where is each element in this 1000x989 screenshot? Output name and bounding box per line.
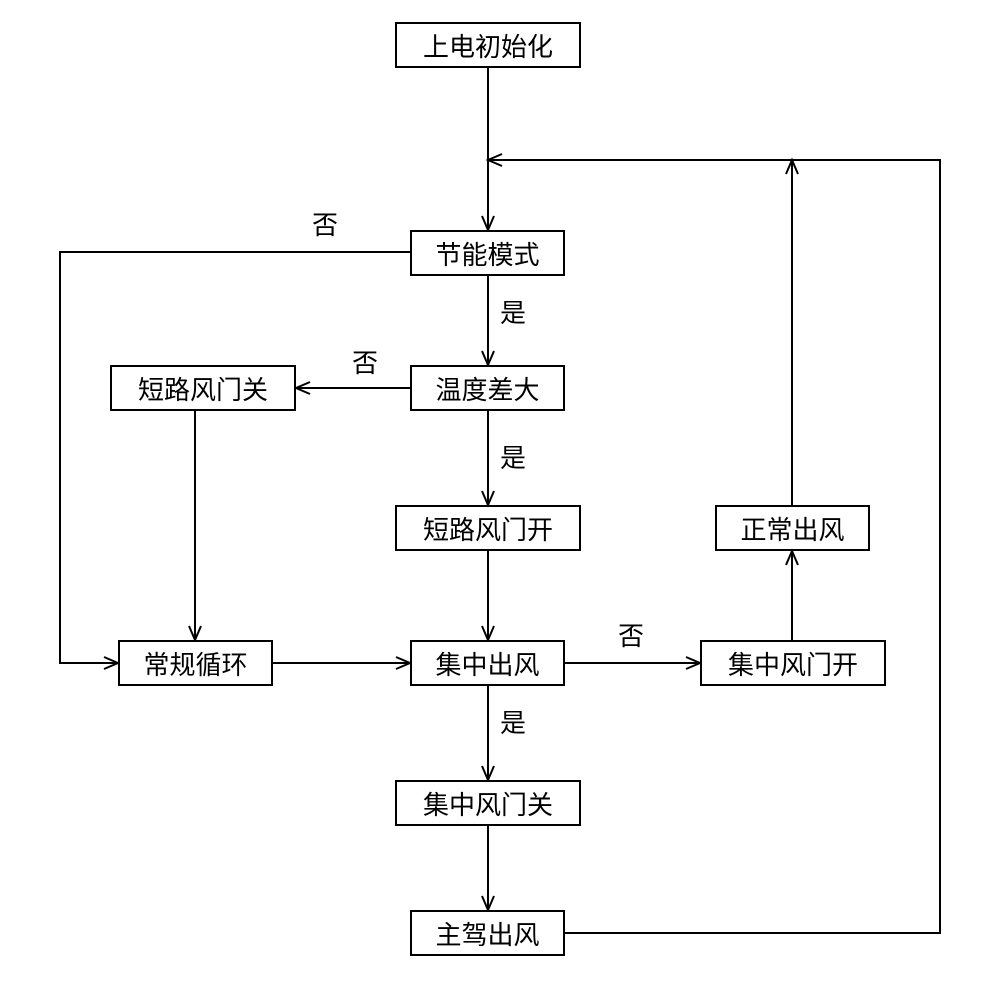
edge-label-con_yes: 是 [500, 703, 526, 740]
node-sc_open: 短路风门开 [395, 505, 581, 551]
edge-label-temp_no: 否 [352, 343, 378, 380]
edge-label-eco_yes: 是 [500, 293, 526, 330]
edge-label-temp_yes: 是 [500, 438, 526, 475]
node-eco: 节能模式 [410, 230, 565, 276]
node-sc_close: 短路风门关 [110, 365, 296, 411]
edge-label-con_no: 否 [618, 616, 644, 653]
node-con_open: 集中风门开 [700, 640, 886, 686]
node-normal_out: 正常出风 [715, 505, 870, 551]
node-concentrate_out: 集中出风 [410, 640, 565, 686]
node-driver_out: 主驾出风 [410, 910, 565, 956]
flowchart-edges [0, 0, 1000, 989]
edge-label-eco_no: 否 [312, 205, 338, 242]
node-tempdiff: 温度差大 [410, 365, 565, 411]
node-con_close: 集中风门关 [395, 780, 581, 826]
node-regular_cycle: 常规循环 [118, 640, 273, 686]
node-init: 上电初始化 [395, 22, 581, 68]
